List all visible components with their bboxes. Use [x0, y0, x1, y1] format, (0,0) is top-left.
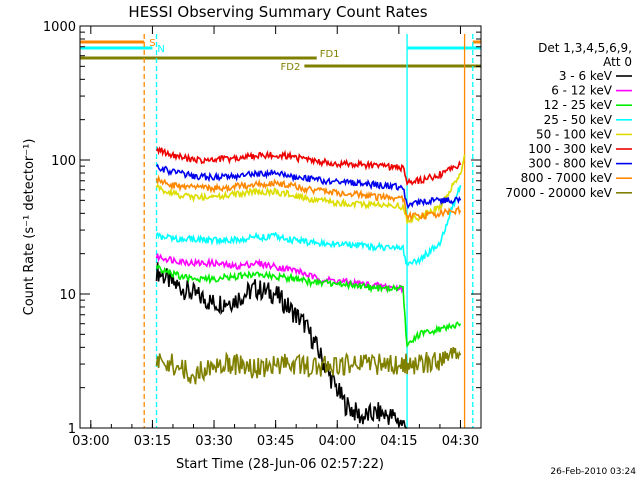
legend-label: 12 - 25 keV	[544, 98, 613, 112]
flag-label-n: N	[157, 44, 164, 55]
legend-label: 25 - 50 keV	[544, 113, 613, 127]
x-axis: 03:00 03:15 03:30 03:45 04:00 04:15 04:30	[72, 26, 482, 449]
chart-title: HESSI Observing Summary Count Rates	[128, 3, 427, 21]
legend-label: 800 - 7000 keV	[521, 171, 613, 185]
x-tick-label: 03:00	[72, 434, 109, 449]
legend-label: 50 - 100 keV	[536, 127, 613, 141]
y-tick-label: 10	[59, 288, 76, 303]
series-line-0	[155, 262, 408, 429]
footer-timestamp: 26-Feb-2010 03:24	[550, 467, 636, 477]
legend-label: 3 - 6 keV	[559, 69, 613, 83]
legend-label: 100 - 300 keV	[528, 142, 612, 156]
y-tick-label: 1	[68, 422, 76, 437]
flag-bars: SN FD1 FD2	[80, 38, 481, 73]
series-line-4	[155, 154, 466, 225]
legend-label: 7000 - 20000 keV	[505, 186, 612, 200]
x-tick-label: 03:15	[134, 434, 171, 449]
y-axis: 1 10 100 1000	[43, 20, 481, 437]
series-line-1	[155, 253, 404, 294]
x-tick-label: 03:30	[195, 434, 232, 449]
x-tick-label: 04:15	[380, 434, 417, 449]
series-line-3	[156, 184, 462, 267]
series-lines	[155, 146, 466, 429]
series-line-5	[155, 146, 462, 187]
x-tick-label: 04:30	[442, 434, 479, 449]
x-axis-label: Start Time (28-Jun-06 02:57:22)	[176, 457, 384, 472]
y-tick-label: 1000	[43, 20, 76, 35]
x-tick-label: 03:45	[257, 434, 294, 449]
series-line-7	[155, 174, 462, 222]
series-line-2	[155, 264, 462, 348]
plot-frame	[79, 25, 482, 429]
y-tick-label: 100	[51, 154, 76, 169]
series-line-8	[155, 346, 462, 385]
flag-label-fd2: FD2	[281, 62, 301, 73]
series-line-6	[155, 163, 462, 210]
x-tick-label: 04:00	[319, 434, 356, 449]
legend-header-line-1: Det 1,3,4,5,6,9,	[538, 41, 632, 55]
flag-label-fd1: FD1	[320, 49, 340, 60]
legend-label: 6 - 12 keV	[551, 84, 613, 98]
flag-label-s: S	[149, 38, 155, 49]
y-axis-label: Count Rate (s⁻¹ detector⁻¹)	[22, 139, 37, 316]
legend-label: 300 - 800 keV	[528, 157, 612, 171]
legend-header-line-2: Att 0	[603, 55, 632, 69]
